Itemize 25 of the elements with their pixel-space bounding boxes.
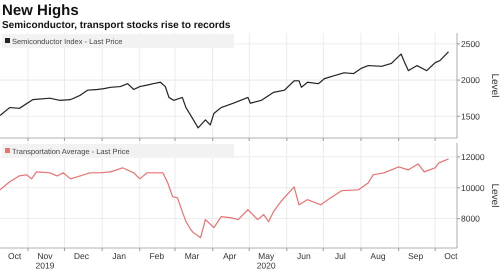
x-tick-label: Sep <box>408 251 424 261</box>
chart-title: New Highs <box>2 2 79 19</box>
x-tick-label: Feb <box>149 251 164 261</box>
x-tick-label: Jan <box>112 251 126 261</box>
chart-subtitle: Semiconductor, transport stocks rise to records <box>2 20 231 31</box>
line-series <box>0 51 450 128</box>
y-tick-label: 2000 <box>461 75 480 86</box>
y-axis-title: Level <box>489 184 500 208</box>
x-tick-label: Jun <box>296 251 311 261</box>
y-tick-label: 12000 <box>461 152 485 162</box>
y-tick-label: 8000 <box>461 214 480 224</box>
y-axis-title: Level <box>489 74 500 98</box>
x-tick-label: Nov 2019 <box>36 251 55 270</box>
x-tick-label: Oct <box>444 251 458 261</box>
x-tick-label: Oct <box>8 251 22 261</box>
x-tick-label: Jul <box>334 251 346 261</box>
x-tick-label: May 2020 <box>256 251 276 270</box>
y-tick-label: 10000 <box>461 182 485 193</box>
x-tick-label: Aug <box>370 251 386 261</box>
x-tick-label: Mar <box>184 251 200 261</box>
x-tick-label: Apr <box>223 251 236 261</box>
y-tick-label: 1500 <box>461 111 480 122</box>
x-tick-label: Dec <box>74 251 90 261</box>
line-series <box>0 158 450 238</box>
y-tick-label: 2500 <box>461 38 480 49</box>
